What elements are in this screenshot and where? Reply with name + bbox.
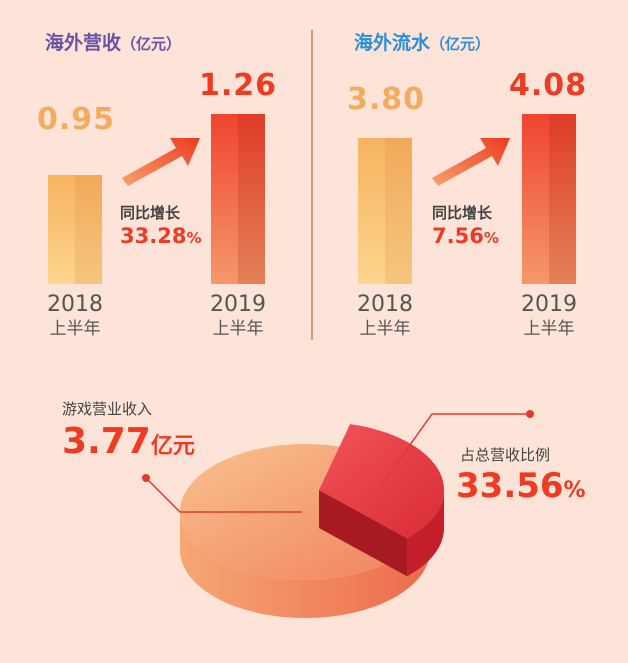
bar-flow-2019 <box>522 114 576 284</box>
value-label-flow-2019: 4.08 <box>508 68 588 103</box>
leader-dot-income <box>142 474 150 482</box>
year-revenue-2018: 2018 <box>47 292 103 317</box>
year-revenue-2019: 2019 <box>210 292 266 317</box>
pie-slice-share <box>319 424 445 539</box>
year-label-revenue-2019: 2019 上半年 <box>188 292 288 342</box>
growth-arrow-icon <box>432 138 510 186</box>
bar-flow-2018 <box>358 138 412 284</box>
bar-revenue-2018 <box>48 175 102 284</box>
pie-value-share-unit: % <box>563 478 586 503</box>
pie-value-share: 33.56% <box>456 466 586 506</box>
panel-title-flow: 海外流水（亿元） <box>354 28 490 55</box>
pie-label-share: 占总营收比例 <box>460 446 551 464</box>
panel-title-revenue-text: 海外营收 <box>45 32 122 54</box>
growth-label-revenue: 同比增长 <box>120 204 181 222</box>
year-label-revenue-2018: 2018 上半年 <box>25 292 125 342</box>
value-label-revenue-2019: 1.26 <box>198 68 278 103</box>
growth-label-flow: 同比增长 <box>432 204 493 222</box>
pie-label-income: 游戏营业收入 <box>62 400 153 418</box>
growth-value-flow-number: 7.56 <box>432 224 484 248</box>
year-label-flow-2019: 2019 上半年 <box>499 292 599 342</box>
pie-value-income-number: 3.77 <box>62 421 151 462</box>
pie-slice-cut-face <box>319 490 408 577</box>
growth-value-revenue: 33.28% <box>120 224 201 248</box>
growth-value-revenue-unit: % <box>186 229 202 247</box>
year-label-flow-2018: 2018 上半年 <box>335 292 435 342</box>
panel-title-flow-unit: （亿元） <box>430 35 491 53</box>
year-flow-2019: 2019 <box>521 292 577 317</box>
pie-chart <box>142 410 534 618</box>
growth-value-flow: 7.56% <box>432 224 499 248</box>
pie-slice-side <box>407 490 444 577</box>
half-revenue-2018: 上半年 <box>49 319 101 339</box>
pie-base-side <box>180 512 430 618</box>
leader-line-share <box>377 413 530 491</box>
growth-value-flow-unit: % <box>483 229 499 247</box>
value-label-revenue-2018: 0.95 <box>36 102 116 137</box>
value-label-flow-2018: 3.80 <box>346 82 426 117</box>
pie-value-income: 3.77亿元 <box>62 421 195 462</box>
pie-value-share-number: 33.56 <box>456 466 564 506</box>
year-flow-2018: 2018 <box>357 292 413 317</box>
growth-arrow-icon <box>122 138 200 186</box>
leader-line-income <box>145 477 302 513</box>
panel-title-revenue: 海外营收（亿元） <box>45 28 181 55</box>
growth-value-revenue-number: 33.28 <box>120 224 187 248</box>
panel-divider <box>311 30 313 340</box>
half-revenue-2019: 上半年 <box>212 319 264 339</box>
half-flow-2018: 上半年 <box>359 319 411 339</box>
half-flow-2019: 上半年 <box>523 319 575 339</box>
panel-title-revenue-unit: （亿元） <box>121 35 182 53</box>
leader-dot-share <box>526 410 534 418</box>
panel-title-flow-text: 海外流水 <box>354 32 431 54</box>
pie-value-income-unit: 亿元 <box>150 434 195 459</box>
bar-revenue-2019 <box>211 114 265 284</box>
